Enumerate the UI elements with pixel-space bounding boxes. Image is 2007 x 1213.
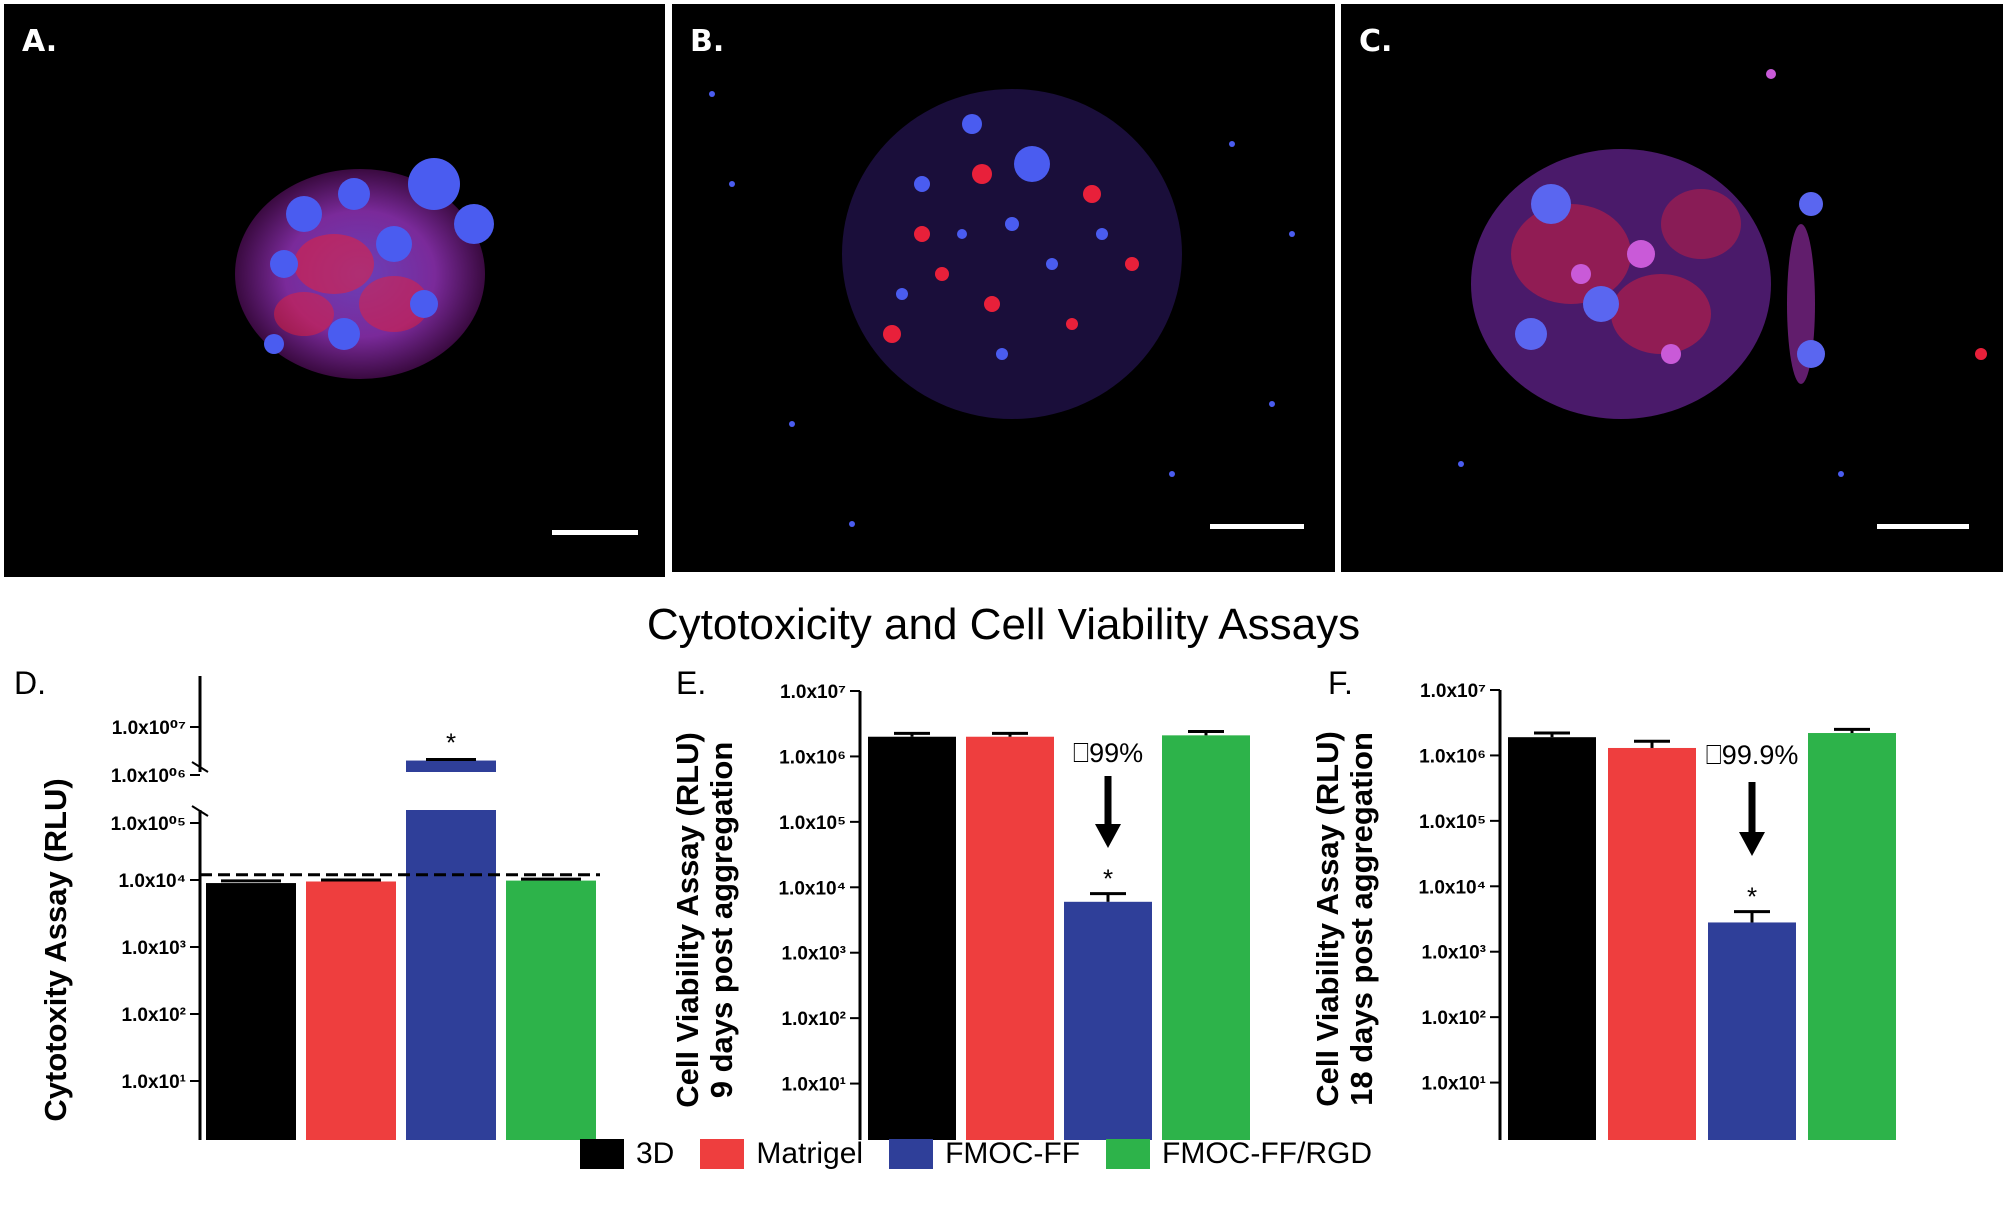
y-tick-label-f: 1.0x10¹ bbox=[1422, 1074, 1486, 1095]
axis-break-mark-d bbox=[191, 761, 209, 773]
scale-bar-c bbox=[1877, 524, 1969, 529]
y-tick-label-e: 1.0x10³ bbox=[782, 944, 846, 965]
y-tick-label-f: 1.0x10⁰ bbox=[1420, 1139, 1486, 1140]
y-tick-label-upper-d: 1.0x10⁰⁷ bbox=[112, 718, 186, 739]
chart-d-svg: D. Cytotoxity Assay (RLU) 1.0x10⁰ 1.0x10¹ 1.… bbox=[14, 665, 600, 1160]
y-axis-label-d: Cytotoxity Assay (RLU) bbox=[38, 778, 73, 1121]
y-tick-label-f: 1.0x10⁵ bbox=[1419, 812, 1486, 833]
significance-star-f: * bbox=[1747, 882, 1757, 912]
percent-reduction-label-e: ⎕99% bbox=[1073, 738, 1143, 768]
micrograph-a: A. bbox=[4, 4, 665, 577]
chart-e-svg: E. Cell Viability Assay (RLU) 9 days post … bbox=[670, 665, 1310, 1161]
y-tick-label-f: 1.0x10⁶ bbox=[1419, 746, 1486, 767]
bar-matrigel-f bbox=[1608, 747, 1696, 1148]
bar-fmoc-ff-rgd-e bbox=[1162, 735, 1250, 1149]
scale-bar-a bbox=[552, 530, 638, 535]
y-tick-label-f: 1.0x10² bbox=[1422, 1008, 1486, 1029]
panel-letter-b: B. bbox=[690, 24, 725, 59]
y-tick-label-upper-d: 1.0x10⁰⁵ bbox=[111, 814, 186, 835]
y-axis-label-2-f: 18 days post aggregation bbox=[1344, 732, 1379, 1106]
y-axis-label-f: Cell Viability Assay (RLU) bbox=[1310, 731, 1345, 1107]
y-tick-label-f: 1.0x10⁷ bbox=[1420, 681, 1486, 702]
y-tick-label-d: 1.0x10⁰ bbox=[120, 1139, 186, 1140]
bar-fmoc-ff-lower-d bbox=[406, 810, 496, 1148]
chart-d: D. Cytotoxity Assay (RLU) 1.0x10⁰ 1.0x10¹ 1.… bbox=[0, 650, 650, 1160]
panel-letter-c: C. bbox=[1359, 24, 1393, 59]
bar-fmoc-ff-upper-d bbox=[406, 760, 496, 772]
significance-star-e: * bbox=[1103, 864, 1113, 894]
spheroid-image-c bbox=[1458, 69, 1987, 477]
y-tick-label-d: 1.0x10³ bbox=[122, 938, 186, 959]
micrograph-b: B. bbox=[672, 4, 1335, 572]
scale-bar-b bbox=[1210, 524, 1304, 529]
legend-swatch-fmoc-ff-rgd bbox=[1106, 1139, 1151, 1169]
chart-f: F. Cell Viability Assay (RLU) 18 days post… bbox=[1300, 650, 2000, 1160]
legend-label-fmoc-ff: FMOC-FF bbox=[945, 1137, 1081, 1170]
percent-reduction-label-f: ⎕99.9% bbox=[1706, 740, 1799, 770]
y-axis-label-e: Cell Viability Assay (RLU) bbox=[670, 732, 705, 1108]
y-tick-label-d: 1.0x10¹ bbox=[122, 1072, 186, 1093]
y-tick-label-e: 1.0x10⁵ bbox=[779, 813, 846, 834]
legend-label-matrigel: Matrigel bbox=[756, 1137, 864, 1170]
bar-3d-d bbox=[206, 883, 296, 1148]
bar-fmoc-ff-rgd-d bbox=[506, 880, 596, 1148]
legend-swatch-matrigel bbox=[700, 1139, 745, 1169]
legend-item-fmoc-ff: FMOC-FF bbox=[889, 1137, 1080, 1171]
y-tick-label-upper-d: 1.0x10⁰⁶ bbox=[111, 766, 186, 787]
legend-label-fmoc-ff-rgd: FMOC-FF/RGD bbox=[1162, 1137, 1372, 1170]
panel-letter-d: D. bbox=[14, 665, 46, 701]
y-tick-label-d: 1.0x10² bbox=[122, 1005, 186, 1026]
chart-e: E. Cell Viability Assay (RLU) 9 days post … bbox=[660, 650, 1320, 1161]
y-tick-label-e: 1.0x10¹ bbox=[782, 1075, 846, 1096]
y-tick-label-d: 1.0x10⁴ bbox=[118, 871, 186, 892]
micrograph-c: C. bbox=[1341, 4, 2003, 572]
figure-title: Cytotoxicity and Cell Viability Assays bbox=[646, 600, 1361, 649]
legend-item-fmoc-ff-rgd: FMOC-FF/RGD bbox=[1106, 1137, 1372, 1171]
chart-f-svg: F. Cell Viability Assay (RLU) 18 days post… bbox=[1310, 665, 2000, 1160]
arrow-head-f bbox=[1739, 832, 1765, 856]
y-tick-label-e: 1.0x10⁷ bbox=[780, 682, 846, 703]
arrow-head-e bbox=[1095, 824, 1121, 848]
panel-letter-a: A. bbox=[22, 24, 58, 59]
bar-fmoc-ff-rgd-f bbox=[1808, 733, 1896, 1148]
y-tick-label-e: 1.0x10⁶ bbox=[779, 747, 846, 768]
y-axis-label-2-e: 9 days post aggregation bbox=[704, 742, 739, 1099]
y-tick-label-e: 1.0x10⁴ bbox=[778, 878, 846, 899]
legend-item-matrigel: Matrigel bbox=[700, 1137, 863, 1171]
y-tick-label-f: 1.0x10³ bbox=[1422, 943, 1486, 964]
spheroid-image-a bbox=[235, 158, 494, 379]
bar-fmoc-ff-e bbox=[1064, 901, 1152, 1149]
y-tick-label-e: 1.0x10² bbox=[782, 1009, 846, 1030]
legend: 3D Matrigel FMOC-FF FMOC-FF/RGD bbox=[580, 1137, 1398, 1171]
spheroid-image-b bbox=[709, 89, 1295, 527]
bar-matrigel-d bbox=[306, 881, 396, 1148]
legend-swatch-fmoc-ff bbox=[889, 1139, 934, 1169]
legend-item-3d: 3D bbox=[580, 1137, 674, 1171]
panel-letter-f: F. bbox=[1328, 665, 1353, 701]
y-tick-label-f: 1.0x10⁴ bbox=[1418, 877, 1486, 898]
bar-3d-e bbox=[868, 736, 956, 1149]
axis-break-mark-d bbox=[191, 805, 209, 817]
bar-fmoc-ff-f bbox=[1708, 922, 1796, 1148]
bar-3d-f bbox=[1508, 737, 1596, 1148]
significance-star-d: * bbox=[446, 728, 456, 758]
panel-letter-e: E. bbox=[676, 665, 706, 701]
legend-swatch-3d bbox=[580, 1139, 624, 1169]
legend-label-3d: 3D bbox=[636, 1137, 675, 1170]
bar-matrigel-e bbox=[966, 736, 1054, 1149]
